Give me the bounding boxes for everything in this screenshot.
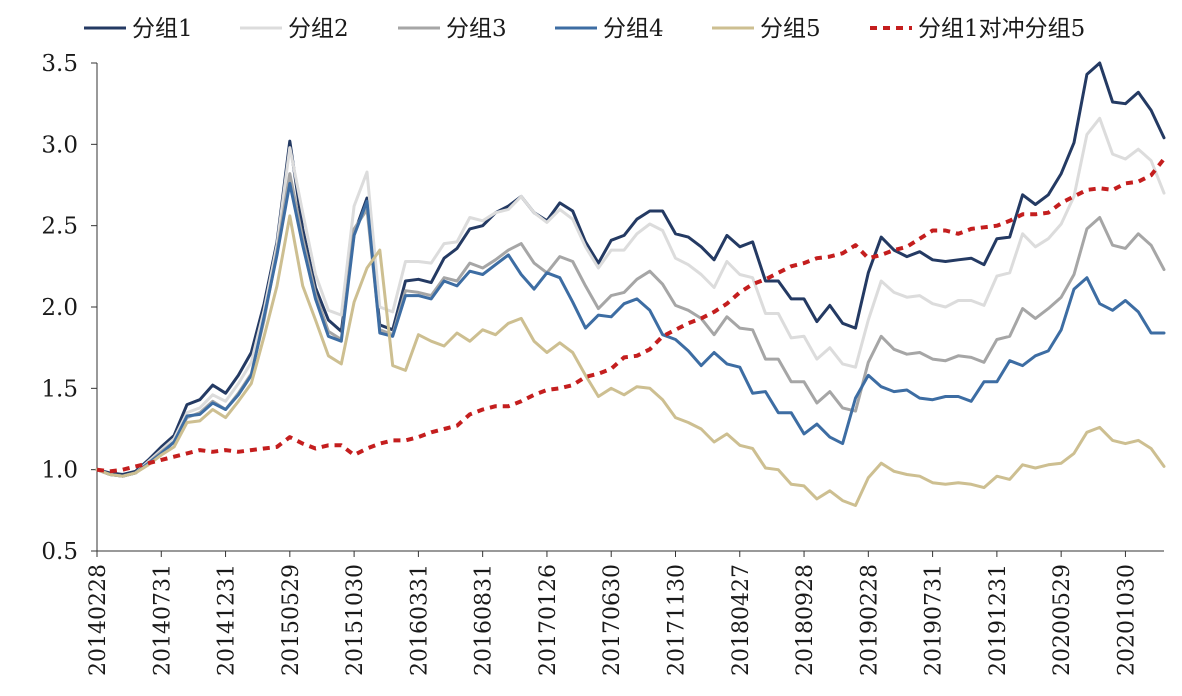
x-tick-label: 20140731 [150, 564, 175, 676]
y-tick-label: 1.5 [41, 376, 78, 402]
legend-label-2: 分组2 [288, 16, 349, 42]
y-tick-label: 2.5 [41, 214, 78, 240]
y-tick-label: 1.0 [41, 458, 78, 484]
x-tick-label: 20180427 [729, 564, 754, 676]
x-tick-label: 20191231 [986, 564, 1011, 676]
legend-label-6: 分组1对冲分组5 [918, 16, 1085, 42]
legend: 分组1 分组2 分组3 分组4 分组5 分组1对冲分组5 [84, 16, 1085, 42]
series-line-2 [95, 116, 1166, 478]
y-tick-label: 2.0 [41, 295, 78, 321]
series-line-4 [95, 181, 1166, 478]
x-axis: 20140228 20140731 20141231 20150529 20151030… [86, 550, 1164, 676]
series-line-5 [95, 214, 1166, 507]
series-line-6 [96, 157, 1166, 474]
legend-label-1: 分组1 [132, 16, 193, 42]
x-tick-label: 20150529 [279, 564, 304, 676]
x-tick-label: 20190731 [922, 564, 947, 676]
x-tick-label: 20190228 [857, 564, 882, 676]
series-line-1 [95, 61, 1166, 476]
x-tick-label: 20151030 [343, 564, 368, 676]
x-tick-label: 20200529 [1050, 564, 1075, 676]
legend-label-4: 分组4 [603, 16, 664, 42]
y-axis: 0.5 1.0 1.5 2.0 2.5 3.0 3.5 [41, 51, 98, 565]
x-tick-label: 20171130 [664, 564, 689, 676]
y-tick-label: 0.5 [41, 539, 78, 565]
x-tick-label: 20160831 [472, 564, 497, 676]
plot-area [95, 61, 1166, 507]
x-tick-label: 20141231 [215, 564, 240, 676]
x-tick-label: 20170630 [600, 564, 625, 676]
x-tick-label: 20201030 [1114, 564, 1139, 676]
legend-label-5: 分组5 [760, 16, 821, 42]
y-tick-label: 3.5 [41, 51, 78, 77]
x-tick-label: 20170126 [536, 564, 561, 676]
x-tick-label: 20180928 [793, 564, 818, 676]
x-tick-label: 20140228 [86, 564, 111, 676]
x-tick-label: 20160331 [407, 564, 432, 676]
y-tick-label: 3.0 [41, 132, 78, 158]
legend-label-3: 分组3 [446, 16, 507, 42]
